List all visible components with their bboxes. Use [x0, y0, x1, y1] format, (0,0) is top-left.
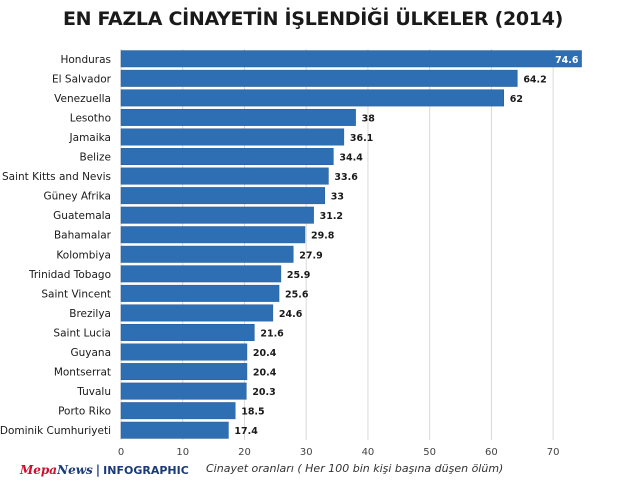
category-label: Saint Kitts and Nevis [2, 171, 111, 183]
brand-mepa: Mepa [20, 463, 58, 477]
x-tick-label: 40 [362, 447, 375, 458]
value-label: 34.4 [339, 153, 363, 164]
bar [120, 382, 247, 400]
category-label: Saint Vincent [41, 288, 111, 300]
category-label: Honduras [60, 54, 111, 66]
bar [120, 265, 282, 283]
category-label: Montserrat [54, 367, 111, 379]
value-label: 29.8 [311, 231, 335, 242]
category-label: Brezilya [69, 308, 111, 320]
value-label: 25.6 [285, 289, 309, 300]
bar [120, 187, 325, 205]
bar [120, 148, 334, 165]
value-label: 17.4 [234, 426, 258, 437]
x-tick-label: 70 [547, 447, 560, 458]
bar [120, 206, 314, 224]
bar [120, 343, 248, 361]
bar [120, 50, 582, 68]
x-tick-label: 0 [118, 447, 124, 458]
category-label: Lesotho [70, 112, 111, 124]
category-label: Guatemala [53, 210, 111, 222]
category-label: Bahamalar [54, 230, 112, 242]
brand-separator: | [95, 463, 101, 477]
bar [120, 363, 248, 381]
category-label: Güney Afrika [43, 191, 111, 203]
category-label: Guyana [70, 347, 111, 359]
value-label: 25.9 [287, 270, 310, 281]
value-label: 20.4 [253, 368, 277, 379]
bar [120, 226, 306, 244]
category-label: Porto Riko [58, 406, 111, 418]
category-label: Tuvalu [76, 386, 111, 398]
value-label: 38 [362, 113, 376, 124]
bar [120, 69, 518, 87]
bar [120, 167, 329, 185]
category-label: Venezuella [54, 93, 111, 105]
brand-infographic: INFOGRAPHIC [103, 464, 189, 477]
value-label: 64.2 [523, 74, 546, 85]
bar [120, 402, 236, 420]
x-axis-title: Cinayet oranları ( Her 100 bin kişi başı… [206, 462, 504, 475]
bar [120, 324, 255, 341]
category-label: Saint Lucia [53, 327, 111, 339]
brand-news: News [57, 463, 93, 477]
category-label: Belize [80, 152, 111, 164]
bar [120, 89, 504, 107]
category-label: El Salvador [52, 73, 112, 85]
bar [120, 128, 345, 146]
x-tick-label: 20 [238, 447, 251, 458]
value-label: 27.9 [299, 250, 322, 261]
bar [120, 108, 356, 126]
value-label: 24.6 [279, 309, 303, 320]
x-tick-label: 30 [300, 447, 313, 458]
value-label: 33.6 [334, 172, 358, 183]
category-label: Kolombiya [56, 249, 111, 261]
value-label: 33 [331, 192, 344, 203]
value-label: 62 [510, 94, 523, 105]
x-tick-label: 50 [423, 447, 436, 458]
chart-title: EN FAZLA CİNAYETİN İŞLENDİĞİ ÜLKELER (20… [62, 8, 564, 30]
value-label: 36.1 [350, 133, 373, 144]
bar [120, 304, 274, 322]
value-label: 20.4 [253, 348, 277, 359]
x-tick-label: 10 [176, 447, 189, 458]
value-label: 20.3 [252, 387, 275, 398]
value-label: 21.6 [260, 328, 284, 339]
bar [120, 421, 229, 439]
value-label: 74.6 [555, 55, 579, 66]
category-label: Dominik Cumhuriyeti [0, 425, 111, 437]
brand-logo: MepaNews | INFOGRAPHIC [20, 463, 189, 477]
value-label: 31.2 [320, 211, 343, 222]
category-label: Trinidad Tobago [28, 269, 111, 281]
bar [120, 284, 280, 302]
bar [120, 245, 294, 263]
category-label: Jamaika [69, 132, 111, 144]
x-tick-label: 60 [485, 447, 498, 458]
value-label: 18.5 [241, 407, 264, 418]
